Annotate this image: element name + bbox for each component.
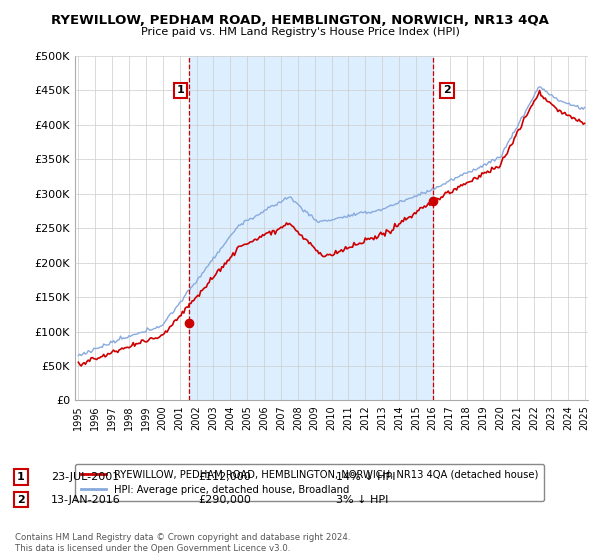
Text: Contains HM Land Registry data © Crown copyright and database right 2024.
This d: Contains HM Land Registry data © Crown c…: [15, 533, 350, 553]
Text: RYEWILLOW, PEDHAM ROAD, HEMBLINGTON, NORWICH, NR13 4QA: RYEWILLOW, PEDHAM ROAD, HEMBLINGTON, NOR…: [51, 14, 549, 27]
Text: Price paid vs. HM Land Registry's House Price Index (HPI): Price paid vs. HM Land Registry's House …: [140, 27, 460, 37]
Legend: RYEWILLOW, PEDHAM ROAD, HEMBLINGTON, NORWICH, NR13 4QA (detached house), HPI: Av: RYEWILLOW, PEDHAM ROAD, HEMBLINGTON, NOR…: [75, 464, 544, 501]
Text: 1: 1: [176, 86, 184, 95]
Text: 2: 2: [17, 494, 25, 505]
Text: 1: 1: [17, 472, 25, 482]
Text: £112,000: £112,000: [198, 472, 251, 482]
Text: 23-JUL-2001: 23-JUL-2001: [51, 472, 119, 482]
Text: 13-JAN-2016: 13-JAN-2016: [51, 494, 121, 505]
Text: £290,000: £290,000: [198, 494, 251, 505]
Text: 3% ↓ HPI: 3% ↓ HPI: [336, 494, 388, 505]
Text: 2: 2: [443, 86, 451, 95]
Text: 14% ↓ HPI: 14% ↓ HPI: [336, 472, 395, 482]
Bar: [189, 56, 433, 400]
